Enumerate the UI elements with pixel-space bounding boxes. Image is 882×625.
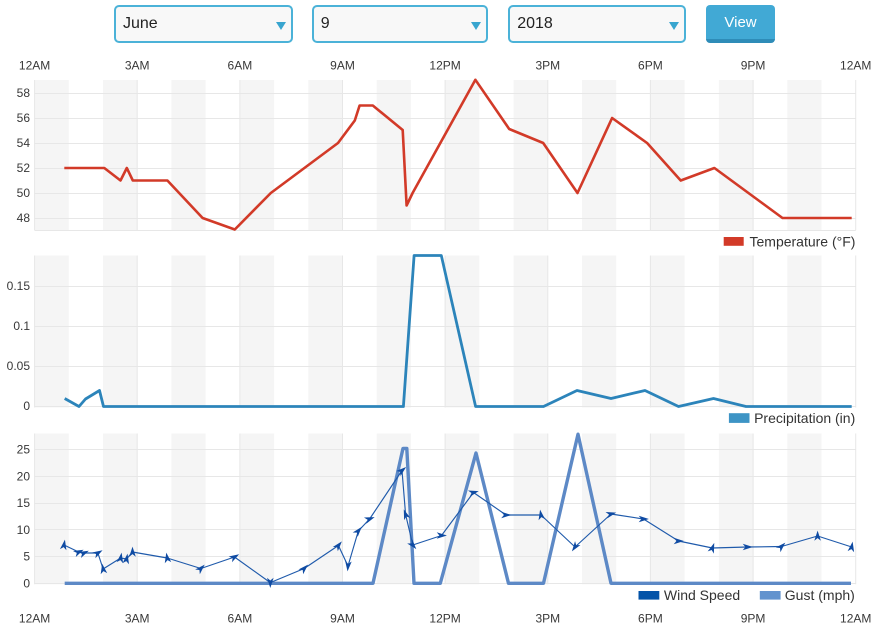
- svg-text:0: 0: [23, 576, 30, 590]
- svg-text:9PM: 9PM: [741, 59, 766, 73]
- svg-text:25: 25: [17, 443, 31, 457]
- svg-text:0.15: 0.15: [7, 279, 31, 293]
- svg-text:9AM: 9AM: [330, 612, 355, 625]
- svg-text:6AM: 6AM: [228, 612, 253, 625]
- svg-text:58: 58: [17, 86, 31, 100]
- svg-text:12AM: 12AM: [19, 59, 50, 73]
- svg-text:3PM: 3PM: [535, 59, 560, 73]
- svg-text:6PM: 6PM: [638, 59, 663, 73]
- svg-text:0.05: 0.05: [7, 359, 31, 373]
- svg-text:54: 54: [17, 136, 31, 150]
- svg-text:20: 20: [17, 469, 31, 483]
- svg-text:50: 50: [17, 186, 31, 200]
- svg-text:Temperature (°F): Temperature (°F): [750, 234, 856, 250]
- svg-text:9PM: 9PM: [741, 612, 766, 625]
- svg-text:Wind Speed: Wind Speed: [664, 587, 740, 603]
- svg-text:12AM: 12AM: [840, 612, 871, 625]
- svg-text:12PM: 12PM: [429, 59, 460, 73]
- svg-text:5: 5: [23, 550, 30, 564]
- svg-text:52: 52: [17, 161, 31, 175]
- svg-text:0.1: 0.1: [13, 319, 30, 333]
- svg-text:3AM: 3AM: [125, 612, 150, 625]
- svg-text:0: 0: [23, 399, 30, 413]
- svg-text:12AM: 12AM: [19, 612, 50, 625]
- svg-text:Gust (mph): Gust (mph): [785, 587, 855, 603]
- svg-text:3PM: 3PM: [535, 612, 560, 625]
- svg-text:6PM: 6PM: [638, 612, 663, 625]
- svg-text:3AM: 3AM: [125, 59, 150, 73]
- svg-text:9AM: 9AM: [330, 59, 355, 73]
- svg-text:12PM: 12PM: [429, 612, 460, 625]
- svg-text:Precipitation (in): Precipitation (in): [754, 410, 855, 426]
- svg-text:56: 56: [17, 111, 31, 125]
- svg-text:15: 15: [17, 496, 31, 510]
- svg-text:48: 48: [17, 211, 31, 225]
- svg-text:6AM: 6AM: [228, 59, 253, 73]
- svg-text:10: 10: [17, 523, 31, 537]
- svg-text:12AM: 12AM: [840, 59, 871, 73]
